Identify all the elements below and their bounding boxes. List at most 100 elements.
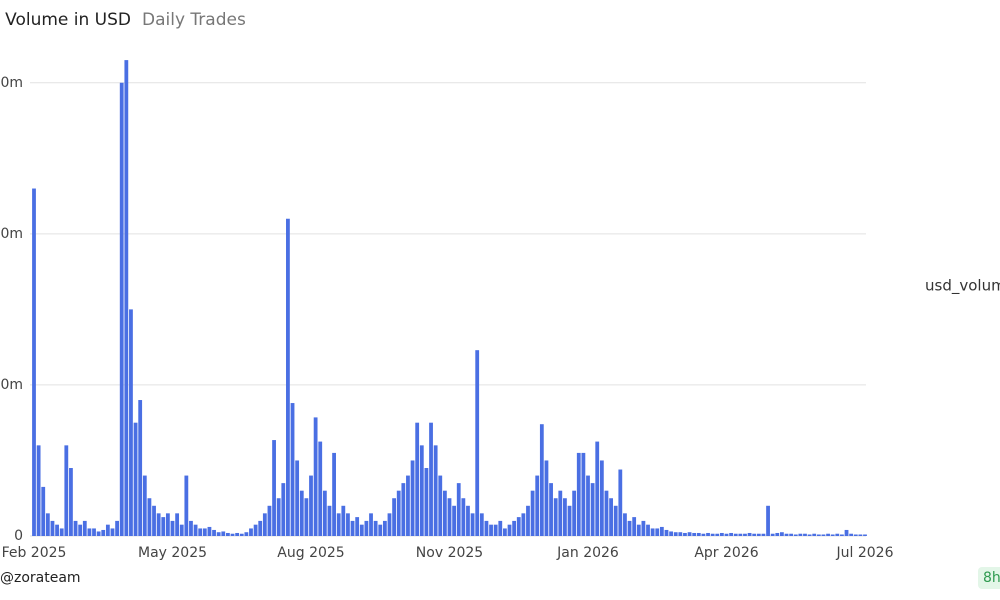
x-tick-label: Aug 2025 [277, 545, 344, 561]
bar [401, 483, 406, 536]
bar [780, 532, 784, 536]
x-tick-label: Jul 2026 [836, 545, 894, 561]
bar [50, 520, 55, 536]
bar [147, 498, 152, 536]
bar [576, 452, 581, 536]
bar [267, 505, 272, 536]
bar [512, 520, 517, 536]
bar [244, 532, 249, 536]
bar [816, 534, 821, 536]
bar [69, 468, 73, 536]
x-tick-label: Apr 2026 [694, 545, 758, 561]
bar [858, 534, 863, 536]
bar [138, 400, 143, 536]
bar [701, 533, 706, 536]
bar [613, 505, 618, 536]
bar [798, 533, 803, 536]
bar [581, 452, 586, 536]
bar [364, 520, 369, 536]
legend-entry[interactable]: usd_volume [925, 277, 1000, 296]
bar [119, 82, 124, 537]
bar [359, 524, 364, 536]
bar [332, 452, 336, 536]
bar [812, 533, 817, 536]
bar [678, 532, 683, 536]
bar [318, 441, 323, 536]
bar [276, 498, 281, 536]
y-tick-label: 40m [0, 226, 23, 242]
bar [646, 524, 650, 536]
bar [290, 403, 295, 536]
bar [470, 513, 475, 536]
bar [239, 533, 244, 536]
bar [161, 517, 166, 536]
bar [249, 528, 253, 536]
bar [789, 533, 794, 536]
bar [752, 533, 757, 536]
bar [438, 475, 443, 536]
bar [650, 528, 655, 536]
bar [539, 424, 544, 536]
bar [743, 533, 747, 536]
bar [322, 490, 327, 536]
bar [756, 533, 761, 536]
bar [55, 524, 59, 536]
bar [623, 513, 627, 536]
bar [761, 533, 766, 536]
bar [632, 517, 637, 536]
bar [105, 524, 110, 536]
bar [64, 445, 69, 536]
bar [853, 534, 858, 536]
bar [165, 513, 170, 536]
bar [387, 513, 392, 536]
bar [32, 188, 36, 536]
bar [659, 526, 664, 536]
bar [170, 520, 175, 536]
bar [133, 422, 138, 536]
bar [521, 513, 526, 536]
bar [286, 218, 290, 536]
bar [590, 483, 595, 536]
bar [78, 524, 83, 536]
bar [627, 520, 632, 536]
bar [207, 526, 212, 536]
bar [775, 532, 780, 536]
bar [738, 533, 743, 536]
bar [706, 532, 710, 536]
bar [826, 533, 830, 536]
bar [115, 520, 119, 536]
bar [272, 440, 276, 536]
bar [304, 498, 309, 536]
bar [466, 505, 470, 536]
x-tick-label: Nov 2025 [416, 545, 483, 561]
bar [253, 524, 258, 536]
bar [350, 520, 355, 536]
bar [184, 475, 189, 536]
bar [673, 532, 678, 536]
bar [507, 524, 512, 536]
bar [530, 490, 535, 536]
bar [655, 528, 660, 536]
bar [493, 524, 498, 536]
tab[interactable]: Daily Trades [142, 10, 246, 30]
bar [747, 532, 752, 536]
bar [516, 517, 521, 536]
bar [45, 513, 50, 536]
bar [202, 528, 207, 536]
bar [82, 520, 87, 536]
bar [498, 520, 503, 536]
bar [479, 513, 484, 536]
bar [535, 475, 540, 536]
bar [604, 490, 609, 536]
bar [369, 513, 373, 536]
bar [692, 532, 697, 536]
bar [392, 498, 396, 536]
bar [549, 483, 553, 536]
bar [863, 534, 867, 536]
bar [309, 475, 313, 536]
bar [729, 532, 734, 536]
bar [503, 528, 507, 536]
author[interactable]: @zorateam [0, 570, 81, 586]
bar [327, 505, 332, 536]
